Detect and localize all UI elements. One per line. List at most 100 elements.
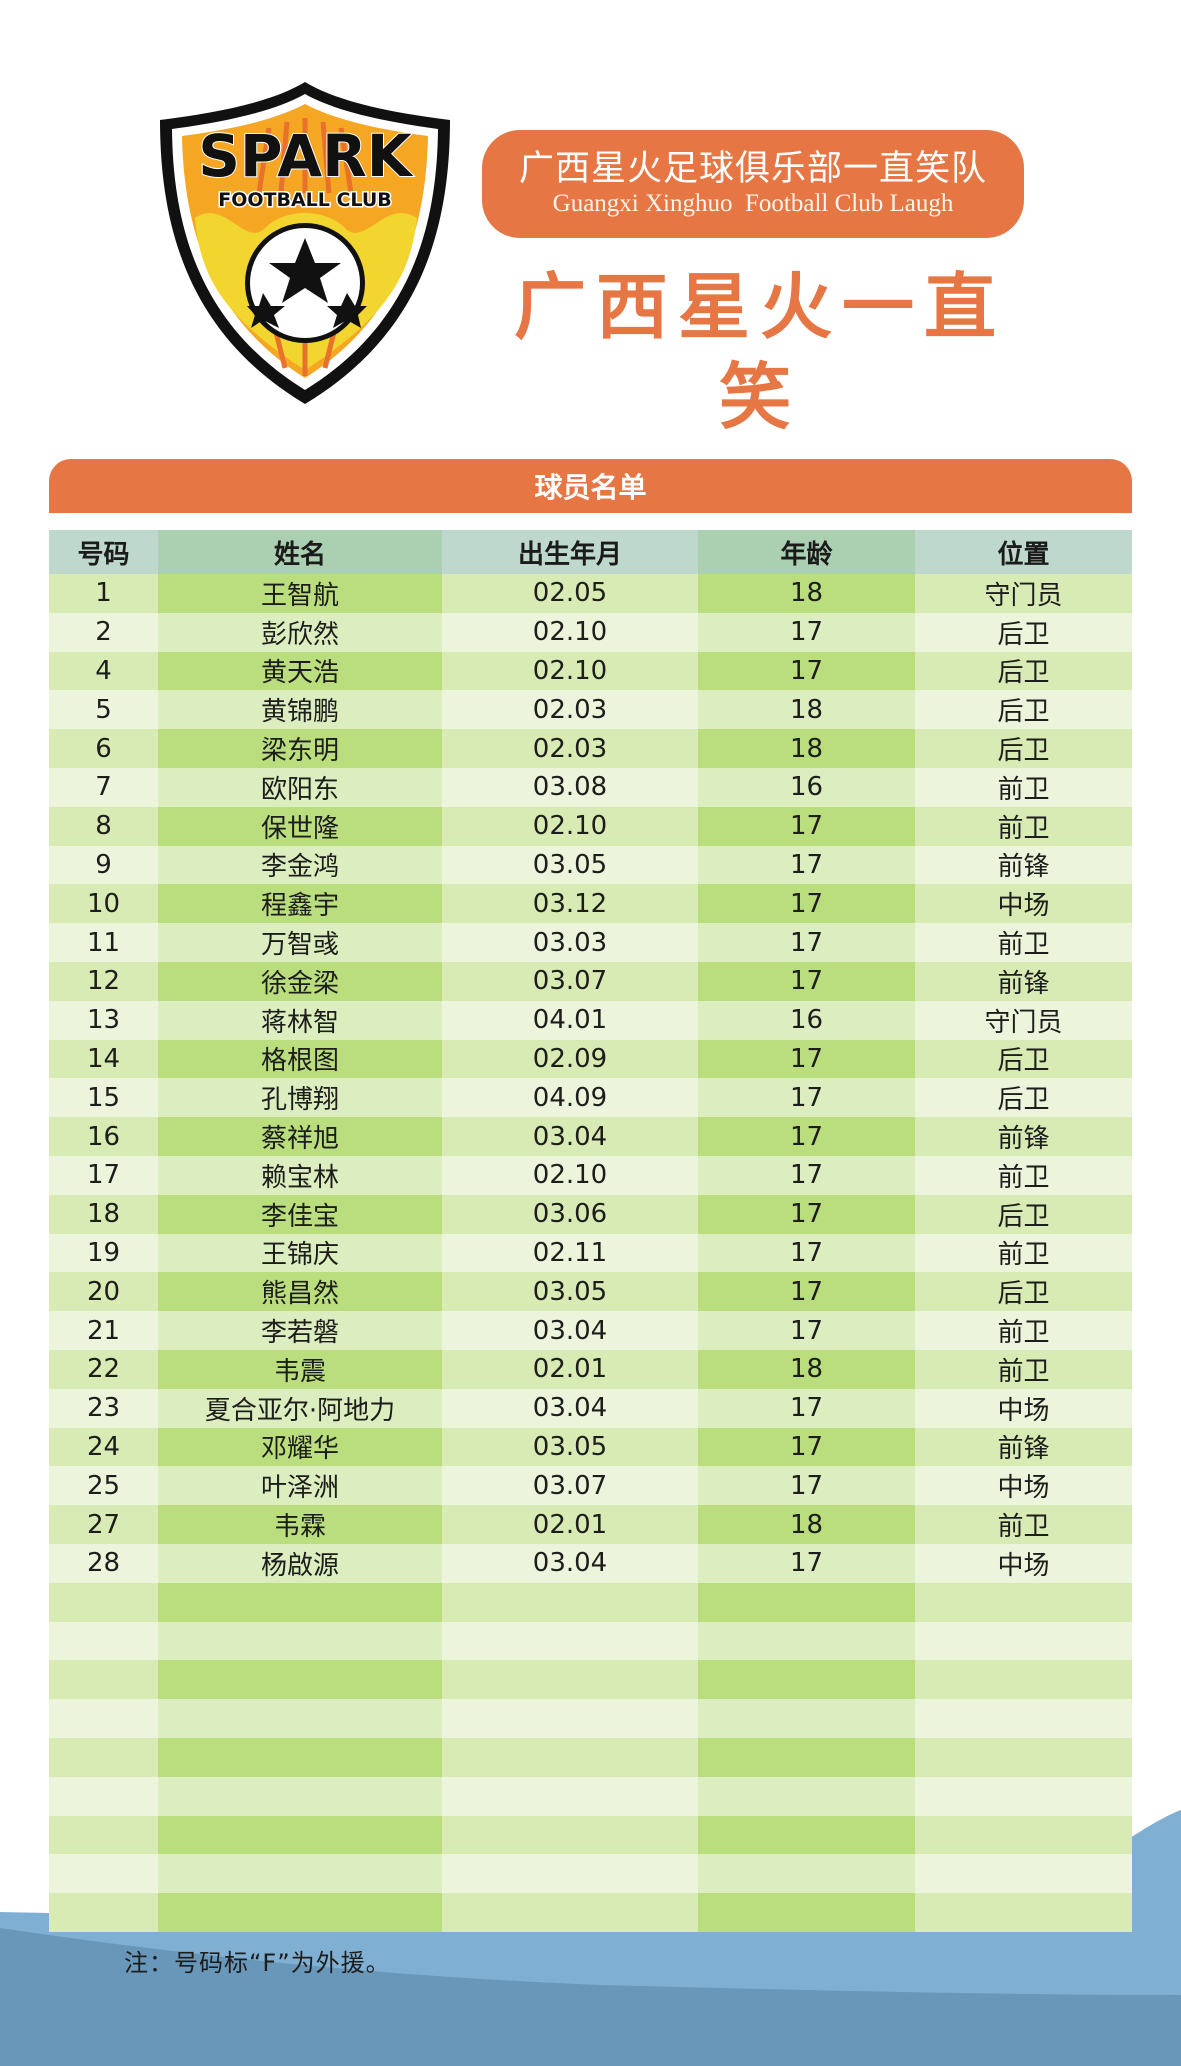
column-header-birth: 出生年月	[442, 530, 698, 574]
cell-birth: 03.07	[442, 961, 698, 1001]
roster-table: 号码 姓名 出生年月 年龄 位置 1 王智航 02.05 18 守门员 2 彭欣然 02.10…	[49, 530, 1132, 1932]
cell-birth: 03.05	[442, 845, 698, 885]
cell-name: 保世隆	[158, 806, 442, 846]
club-crest-logo: SPARK FOOTBALL CLUB	[155, 78, 455, 408]
cell-name: 杨啟源	[158, 1543, 442, 1583]
column-header-number: 号码	[49, 530, 158, 574]
cell-age: 17	[698, 1388, 915, 1428]
table-row: 11 万智彧 03.03 17 前卫	[49, 923, 1132, 962]
cell-number: 1	[49, 574, 158, 613]
cell-age: 17	[698, 1311, 915, 1350]
cell-name: 叶泽洲	[158, 1466, 442, 1506]
column-header-age: 年龄	[698, 530, 915, 574]
cell-position: 后卫	[915, 651, 1132, 691]
cell-position: 守门员	[915, 1000, 1132, 1040]
cell-birth: 02.11	[442, 1233, 698, 1273]
table-row	[49, 1621, 1132, 1661]
cell-birth: 02.01	[442, 1349, 698, 1389]
cell-age	[698, 1815, 915, 1855]
cell-age: 17	[698, 961, 915, 1001]
table-row: 20 熊昌然 03.05 17 后卫	[49, 1272, 1132, 1312]
cell-number: 8	[49, 806, 158, 846]
table-row	[49, 1854, 1132, 1894]
cell-position: 后卫	[915, 612, 1132, 652]
cell-name: 李金鸿	[158, 845, 442, 885]
cell-name	[158, 1854, 442, 1894]
cell-birth: 03.07	[442, 1466, 698, 1506]
cell-number: 23	[49, 1388, 158, 1428]
cell-number: 16	[49, 1117, 158, 1156]
roster-title: 球员名单	[534, 471, 647, 504]
cell-age: 17	[698, 923, 915, 962]
cell-position: 中场	[915, 884, 1132, 924]
cell-age: 17	[698, 1155, 915, 1195]
cell-age	[698, 1893, 915, 1932]
cell-birth: 03.03	[442, 923, 698, 962]
cell-position: 前卫	[915, 767, 1132, 807]
cell-position: 中场	[915, 1543, 1132, 1583]
cell-name	[158, 1776, 442, 1816]
table-row: 7 欧阳东 03.08 16 前卫	[49, 767, 1132, 807]
cell-position	[915, 1582, 1132, 1622]
cell-position: 后卫	[915, 729, 1132, 768]
cell-name: 徐金梁	[158, 961, 442, 1001]
cell-birth: 03.04	[442, 1388, 698, 1428]
table-row	[49, 1815, 1132, 1855]
table-row: 2 彭欣然 02.10 17 后卫	[49, 612, 1132, 652]
cell-name	[158, 1621, 442, 1661]
table-row	[49, 1893, 1132, 1932]
cell-number: 12	[49, 961, 158, 1001]
table-row: 27 韦霖 02.01 18 前卫	[49, 1505, 1132, 1544]
cell-position: 后卫	[915, 690, 1132, 730]
cell-birth: 03.04	[442, 1117, 698, 1156]
cell-position: 后卫	[915, 1078, 1132, 1118]
cell-number	[49, 1660, 158, 1700]
cell-name: 邓耀华	[158, 1427, 442, 1467]
cell-birth: 02.05	[442, 574, 698, 613]
cell-number	[49, 1737, 158, 1777]
table-row: 14 格根图 02.09 17 后卫	[49, 1039, 1132, 1079]
cell-position	[915, 1815, 1132, 1855]
column-header-position: 位置	[915, 530, 1132, 574]
table-row	[49, 1582, 1132, 1622]
cell-position	[915, 1893, 1132, 1932]
cell-position: 前锋	[915, 1117, 1132, 1156]
cell-age: 16	[698, 767, 915, 807]
table-row	[49, 1699, 1132, 1738]
cell-birth: 03.12	[442, 884, 698, 924]
cell-name: 格根图	[158, 1039, 442, 1079]
table-row	[49, 1776, 1132, 1816]
cell-position: 前卫	[915, 1155, 1132, 1195]
cell-age: 18	[698, 574, 915, 613]
cell-age	[698, 1582, 915, 1622]
cell-age: 17	[698, 1039, 915, 1079]
cell-age	[698, 1737, 915, 1777]
cell-age: 17	[698, 1233, 915, 1273]
cell-age: 18	[698, 1505, 915, 1544]
cell-age: 17	[698, 1117, 915, 1156]
cell-name: 熊昌然	[158, 1272, 442, 1312]
cell-birth	[442, 1815, 698, 1855]
table-row: 13 蒋林智 04.01 16 守门员	[49, 1000, 1132, 1040]
table-row: 1 王智航 02.05 18 守门员	[49, 574, 1132, 613]
cell-number: 25	[49, 1466, 158, 1506]
roster-title-banner: 球员名单	[49, 459, 1132, 513]
table-row: 15 孔博翔 04.09 17 后卫	[49, 1078, 1132, 1118]
cell-age	[698, 1776, 915, 1816]
cell-age: 17	[698, 612, 915, 652]
table-row: 19 王锦庆 02.11 17 前卫	[49, 1233, 1132, 1273]
cell-number: 4	[49, 651, 158, 691]
cell-name: 万智彧	[158, 923, 442, 962]
cell-birth: 02.09	[442, 1039, 698, 1079]
table-row: 24 邓耀华 03.05 17 前锋	[49, 1427, 1132, 1467]
cell-name	[158, 1893, 442, 1932]
cell-number: 21	[49, 1311, 158, 1350]
table-row: 12 徐金梁 03.07 17 前锋	[49, 961, 1132, 1001]
footer-note: 注：号码标“F”为外援。	[124, 1949, 391, 1977]
column-header-name: 姓名	[158, 530, 442, 574]
cell-birth	[442, 1854, 698, 1894]
cell-number: 22	[49, 1349, 158, 1389]
cell-number: 20	[49, 1272, 158, 1312]
table-row: 5 黄锦鹏 02.03 18 后卫	[49, 690, 1132, 730]
